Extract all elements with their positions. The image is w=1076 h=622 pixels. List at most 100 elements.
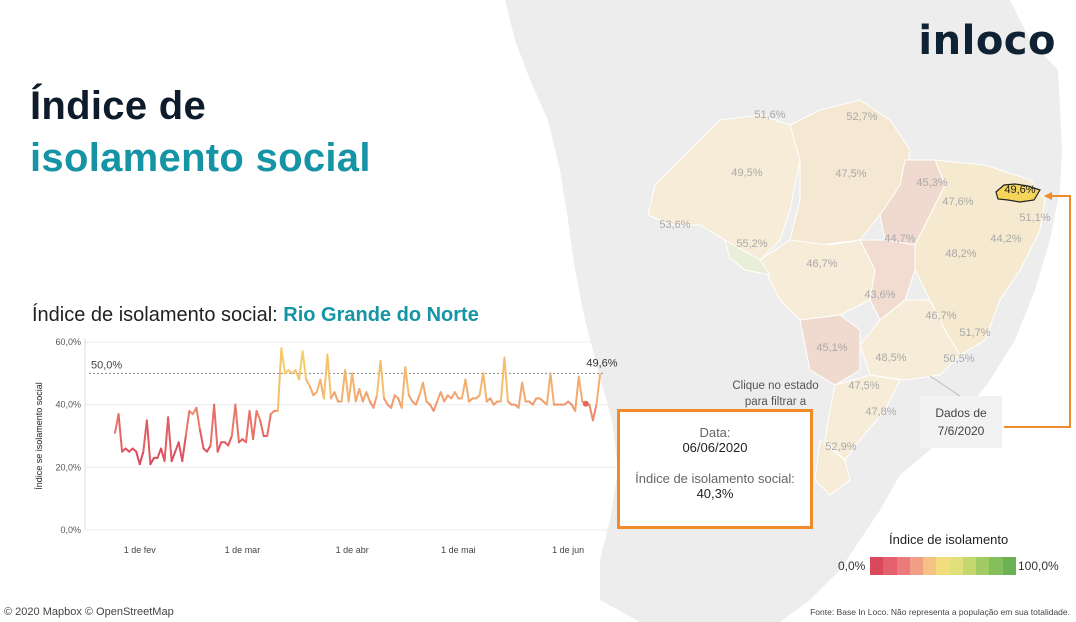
- state-rs[interactable]: [814, 439, 851, 496]
- legend-swatch: [909, 557, 924, 575]
- series-segment: [305, 378, 311, 387]
- state-label: 45,1%: [816, 342, 847, 354]
- series-segment: [591, 403, 598, 422]
- state-label: 47,6%: [942, 196, 973, 208]
- continent-top: [530, 0, 760, 55]
- series-segment: [450, 391, 456, 400]
- series-segment: [577, 375, 584, 403]
- series-segment: [181, 435, 187, 463]
- legend-swatch: [923, 557, 937, 575]
- state-ms[interactable]: [799, 314, 861, 386]
- series-segment: [177, 441, 184, 463]
- series-segment: [230, 403, 237, 437]
- series-segment: [404, 366, 410, 397]
- series-segment: [280, 347, 286, 375]
- series-segment: [138, 450, 145, 466]
- series-segment: [145, 419, 152, 466]
- map-hint: Clique no estado para filtrar a: [728, 378, 823, 410]
- series-segment: [163, 416, 170, 463]
- state-label: 47,8%: [865, 406, 896, 418]
- state-label: 49,5%: [731, 167, 762, 179]
- map-hint-line1: Clique no estado: [732, 380, 819, 392]
- tooltip-date-value: 06/06/2020: [682, 440, 748, 455]
- map-hint-line2: para filtrar a: [744, 396, 807, 408]
- y-axis-label: Índice se isolamento social: [34, 382, 44, 490]
- state-label: 48,2%: [945, 248, 976, 260]
- legend-swatch: [989, 557, 1003, 575]
- series-segment: [460, 378, 467, 400]
- series-segment: [184, 409, 191, 437]
- state-label: 45,3%: [916, 177, 947, 189]
- series-segment: [383, 397, 389, 406]
- state-label: 52,9%: [825, 441, 856, 453]
- series-segment: [216, 441, 223, 453]
- page-title-line2: isolamento social: [30, 136, 371, 180]
- map-attribution[interactable]: © 2020 Mapbox © OpenStreetMap: [4, 606, 174, 618]
- state-label: 52,7%: [846, 111, 877, 123]
- series-segment: [436, 391, 442, 403]
- data-date-label: Dados de: [935, 406, 987, 420]
- series-segment: [464, 378, 471, 403]
- isolation-line-chart[interactable]: 0,0% 20,0% 40,0% 60,0% Índice se isolamento …: [30, 332, 630, 564]
- legend-swatch: [1002, 557, 1016, 575]
- state-label: 46,7%: [925, 310, 956, 322]
- highlight-arrow: [1004, 195, 1071, 428]
- dados-connector: [929, 375, 961, 397]
- series-segment: [549, 372, 555, 406]
- chart-title: Índice de isolamento social: Rio Grande …: [32, 304, 479, 327]
- series-line[interactable]: [114, 347, 601, 466]
- series-segment: [588, 403, 594, 422]
- y-tick-label: 60,0%: [55, 337, 81, 347]
- state-am[interactable]: [647, 114, 801, 261]
- state-rn-highlight[interactable]: [995, 183, 1041, 203]
- series-segment: [574, 375, 580, 412]
- state-label: 50,5%: [943, 353, 974, 365]
- series-segment: [375, 359, 382, 397]
- series-segment: [308, 384, 315, 397]
- series-segment: [198, 428, 205, 450]
- series-segment: [347, 372, 354, 403]
- highlight-point[interactable]: [582, 400, 589, 407]
- legend-min: 0,0%: [838, 559, 866, 573]
- legend-max: 100,0%: [1018, 559, 1059, 573]
- legend-title: Índice de isolamento: [889, 532, 1009, 547]
- legend-swatch: [976, 557, 990, 575]
- state-label: 55,2%: [736, 238, 767, 250]
- series-segment: [259, 419, 265, 437]
- series-segment: [167, 416, 173, 463]
- arrow-head: [1044, 192, 1052, 200]
- state-label: 49,6%: [1004, 184, 1035, 196]
- series-segment: [354, 388, 361, 403]
- state-s[interactable]: [824, 374, 901, 461]
- state-se[interactable]: [859, 299, 961, 381]
- series-segment: [135, 450, 141, 466]
- legend-swatch: [896, 557, 910, 575]
- states-group[interactable]: [647, 99, 1046, 496]
- color-legend: [870, 557, 1016, 575]
- state-label: 46,7%: [806, 258, 837, 270]
- series-segment: [301, 350, 308, 381]
- legend-swatch: [883, 557, 897, 575]
- series-segment: [266, 413, 272, 437]
- series-segment: [400, 366, 407, 409]
- tooltip-date-label: Data:: [699, 425, 731, 440]
- series-segment: [439, 391, 446, 403]
- chart-title-prefix: Índice de isolamento social:: [32, 304, 278, 326]
- series-segment: [361, 391, 368, 403]
- series-segment: [298, 350, 304, 381]
- inloco-logo: inloco: [918, 18, 1056, 64]
- state-label: 48,5%: [875, 352, 906, 364]
- series-segment: [545, 372, 552, 406]
- tooltip-index-value: 40,3%: [696, 486, 734, 501]
- reference-label: 50,0%: [91, 359, 122, 371]
- series-segment: [365, 391, 371, 403]
- x-tick-label: 1 de abr: [336, 545, 369, 555]
- state-ro[interactable]: [724, 238, 772, 276]
- series-segment: [443, 394, 449, 403]
- series-segment: [117, 413, 124, 453]
- chart-title-state[interactable]: Rio Grande do Norte: [283, 304, 479, 326]
- y-tick-label: 20,0%: [55, 462, 81, 472]
- series-segment: [595, 373, 601, 406]
- series-segment: [340, 369, 347, 403]
